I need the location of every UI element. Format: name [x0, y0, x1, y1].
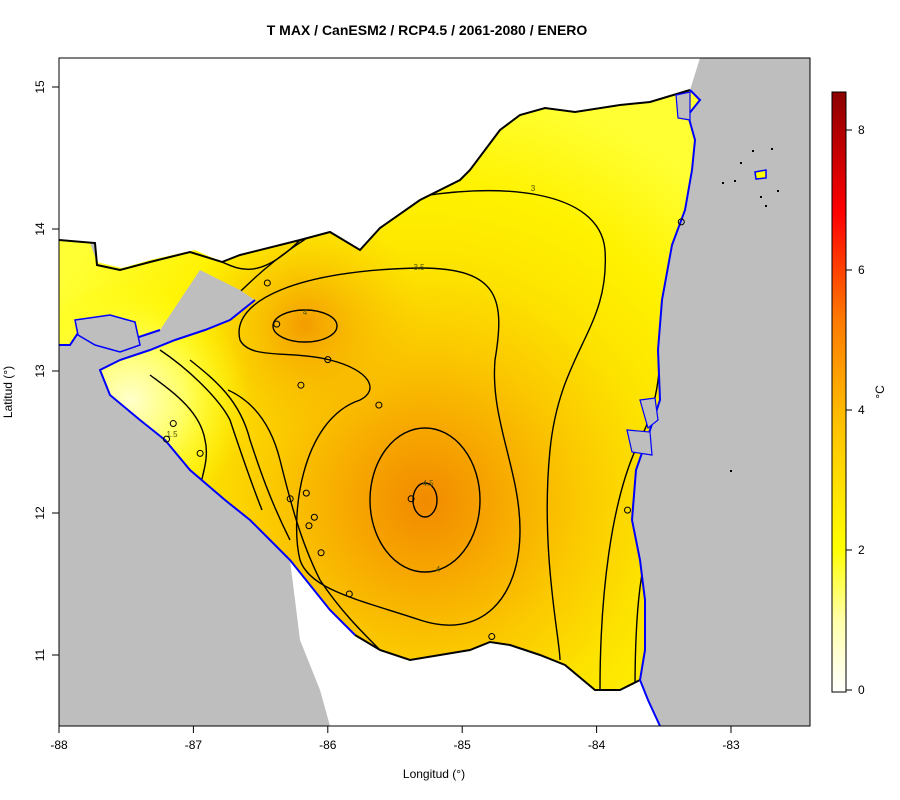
- station-marker: [375, 401, 383, 409]
- station-marker: [345, 590, 353, 598]
- northern-lagoon: [675, 91, 691, 121]
- contour-label: 3.5: [413, 263, 425, 272]
- contour-label: 3: [531, 184, 536, 193]
- x-axis: -88 -87 -86 -85 -84 -83 Longitud (°): [50, 725, 740, 781]
- y-axis: 11 12 13 14 15 Latitud (°): [1, 80, 60, 661]
- colorbar-tick-label: 2: [858, 543, 865, 557]
- station-marker: [163, 435, 171, 443]
- x-tick-label: -85: [454, 738, 472, 752]
- contour-lines: [149, 189, 661, 690]
- honduras-land: [59, 58, 700, 270]
- contour-label: 4: [303, 308, 308, 317]
- station-marker: [324, 356, 332, 364]
- station-marker: [273, 320, 281, 328]
- station-marker: [310, 513, 318, 521]
- gulf-of-fonseca: [74, 314, 141, 353]
- station-marker: [302, 489, 310, 497]
- miskito-cays: [722, 148, 779, 472]
- station-marker: [297, 381, 305, 389]
- colorbar-tick-label: 4: [858, 403, 865, 417]
- y-tick-label: 14: [33, 222, 47, 236]
- y-axis-label: Latitud (°): [1, 366, 15, 418]
- colorbar-unit-label: °C: [873, 385, 887, 399]
- x-tick-label: -86: [319, 738, 337, 752]
- contour-labels: 3 3.5 4 4.5 4 1.5: [166, 184, 535, 574]
- station-marker: [317, 549, 325, 557]
- x-tick-label: -84: [588, 738, 606, 752]
- x-axis-label: Longitud (°): [403, 767, 465, 781]
- chart-title: T MAX / CanESM2 / RCP4.5 / 2061-2080 / E…: [267, 22, 588, 38]
- station-marker: [624, 506, 632, 514]
- colorbar-tick-label: 6: [858, 263, 865, 277]
- x-tick-label: -87: [185, 738, 203, 752]
- colorbar: 0 2 4 6 8 °C: [831, 91, 887, 697]
- station-marker: [196, 449, 204, 457]
- contour-label: 4: [436, 565, 441, 574]
- colorbar-gradient: [831, 91, 847, 693]
- y-tick-label: 11: [33, 648, 47, 661]
- colorbar-tick-label: 0: [858, 683, 865, 697]
- y-tick-label: 13: [33, 364, 47, 378]
- corn-island: [754, 169, 767, 180]
- colorbar-tick-label: 8: [858, 123, 865, 137]
- country-outline: [59, 89, 702, 726]
- costa-rica-land: [290, 560, 660, 726]
- station-marker: [407, 495, 415, 503]
- station-marker: [305, 522, 313, 530]
- contour-label: 4.5: [422, 479, 434, 488]
- pearl-lagoon: [626, 429, 653, 456]
- station-marker: [488, 633, 496, 641]
- x-tick-label: -88: [50, 738, 68, 752]
- contour-label: 1.5: [166, 430, 178, 439]
- x-tick-label: -83: [722, 738, 740, 752]
- y-tick-label: 15: [33, 80, 47, 94]
- station-marker: [263, 279, 271, 287]
- caribbean-lagoon: [639, 397, 659, 430]
- y-tick-label: 12: [33, 506, 47, 520]
- station-marker: [677, 218, 685, 226]
- station-markers: [163, 218, 685, 641]
- station-marker: [286, 495, 294, 503]
- station-marker: [169, 420, 177, 428]
